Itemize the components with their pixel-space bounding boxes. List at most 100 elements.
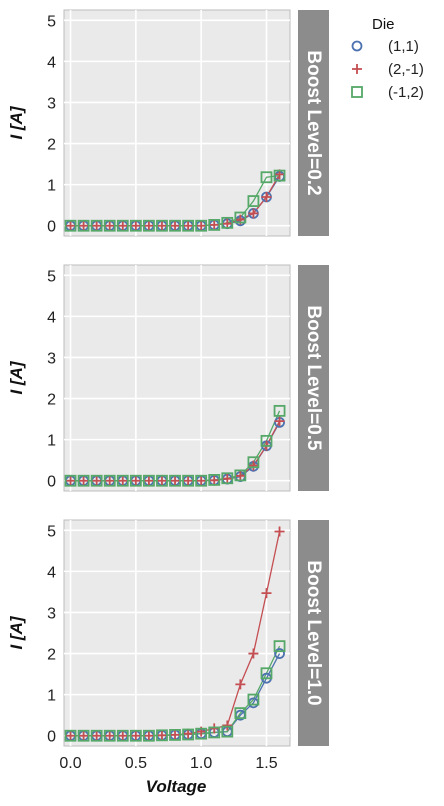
data-point	[65, 730, 76, 741]
legend-item: (-1,2)	[351, 84, 424, 101]
data-point	[129, 729, 142, 742]
facet-strip-label: Boost Level=0.5	[303, 305, 324, 451]
legend-items: (1,1) (2,-1) (-1,2)	[351, 38, 424, 101]
series-markers-(2,-1)	[65, 416, 285, 486]
data-point	[261, 588, 272, 599]
data-point	[274, 526, 285, 537]
data-point	[116, 219, 129, 232]
y-tick-label: 1	[47, 178, 56, 195]
y-tick-label: 5	[47, 268, 56, 285]
y-tick-label: 1	[47, 688, 56, 705]
data-point	[91, 220, 102, 231]
data-point	[274, 648, 285, 659]
data-point	[234, 469, 247, 482]
data-point	[247, 456, 260, 469]
data-point	[273, 640, 286, 653]
data-point	[261, 191, 272, 202]
data-point	[234, 707, 247, 720]
data-point	[116, 474, 129, 487]
data-point	[91, 475, 102, 486]
series-markers-(-1,2)	[64, 640, 286, 742]
data-point	[221, 216, 234, 229]
data-point	[260, 434, 273, 447]
data-point	[156, 219, 168, 232]
data-point	[273, 404, 286, 417]
data-point	[273, 169, 286, 182]
data-point	[77, 219, 90, 232]
data-point	[182, 219, 195, 232]
data-point	[182, 728, 195, 741]
y-tick-label: 0	[47, 474, 56, 491]
data-point	[129, 474, 142, 487]
facet-strip-label: Boost Level=1.0	[303, 560, 324, 705]
data-point	[156, 220, 167, 231]
data-point	[90, 219, 103, 232]
data-point	[117, 730, 128, 741]
data-point	[182, 474, 195, 487]
data-point	[129, 219, 142, 232]
data-point	[222, 473, 233, 484]
panel-3: 0 1 2 3 4 5 I [A] 0.0 0.5 1.0 1.5 Boost Level=1.0	[7, 519, 329, 772]
y-tick-label: 5	[47, 13, 56, 30]
y-tick-label: 4	[47, 564, 56, 581]
data-point	[91, 730, 102, 741]
data-point	[169, 219, 181, 232]
data-point	[209, 475, 220, 486]
y-tick-label: 3	[47, 95, 56, 112]
data-point	[247, 693, 260, 706]
data-point	[196, 475, 207, 486]
data-point	[221, 725, 234, 738]
data-point	[208, 219, 221, 231]
data-point	[169, 729, 181, 741]
data-point	[90, 729, 103, 742]
data-point	[77, 474, 90, 487]
data-point	[156, 475, 167, 486]
data-point	[64, 474, 77, 487]
legend-title: Die	[372, 16, 395, 33]
data-point	[248, 460, 259, 471]
facet-strip	[298, 10, 329, 236]
x-tick-label: 0.0	[59, 755, 81, 772]
data-point	[78, 730, 89, 741]
facet-strip-label: Boost Level=0.2	[303, 50, 324, 195]
legend-marker	[351, 40, 363, 52]
data-point	[78, 475, 89, 486]
data-point	[208, 726, 221, 739]
data-point	[183, 220, 194, 231]
plot-background	[63, 264, 291, 492]
y-tick-label: 2	[47, 137, 56, 154]
panels-layer: 0 1 2 3 4 5 I [A] Boost Level=0.2 0 1 2 3 4 5 I [A] Boo…	[7, 9, 329, 772]
y-tick-label: 3	[47, 605, 56, 622]
data-point	[78, 220, 89, 231]
y-axis-label: I [A]	[7, 615, 26, 649]
data-point	[209, 219, 220, 230]
y-tick-label: 3	[47, 350, 56, 367]
y-axis-label: I [A]	[7, 105, 26, 139]
data-point	[170, 220, 181, 231]
data-point	[156, 474, 168, 487]
series-markers-(2,-1)	[65, 169, 285, 231]
legend-item: (2,-1)	[352, 61, 424, 78]
x-tick-label: 0.5	[125, 755, 147, 772]
data-point	[235, 679, 246, 690]
data-point	[274, 416, 285, 427]
legend: Die (1,1) (2,-1) (-1,2)	[351, 16, 424, 101]
data-point	[143, 729, 155, 742]
x-tick-label: 1.5	[255, 755, 277, 772]
data-point	[104, 730, 115, 741]
data-point	[221, 472, 234, 485]
data-point	[64, 729, 77, 742]
y-tick-label: 4	[47, 54, 56, 71]
data-point	[90, 474, 103, 487]
data-point	[64, 219, 77, 232]
data-point	[65, 475, 76, 486]
y-tick-label: 0	[47, 729, 56, 746]
series-markers-(-1,2)	[64, 169, 286, 232]
data-point	[247, 195, 260, 207]
data-point	[156, 730, 167, 741]
data-point	[77, 729, 90, 742]
data-point	[143, 219, 155, 232]
data-point	[103, 219, 116, 232]
legend-item: (1,1)	[351, 38, 419, 55]
data-point	[195, 474, 208, 487]
